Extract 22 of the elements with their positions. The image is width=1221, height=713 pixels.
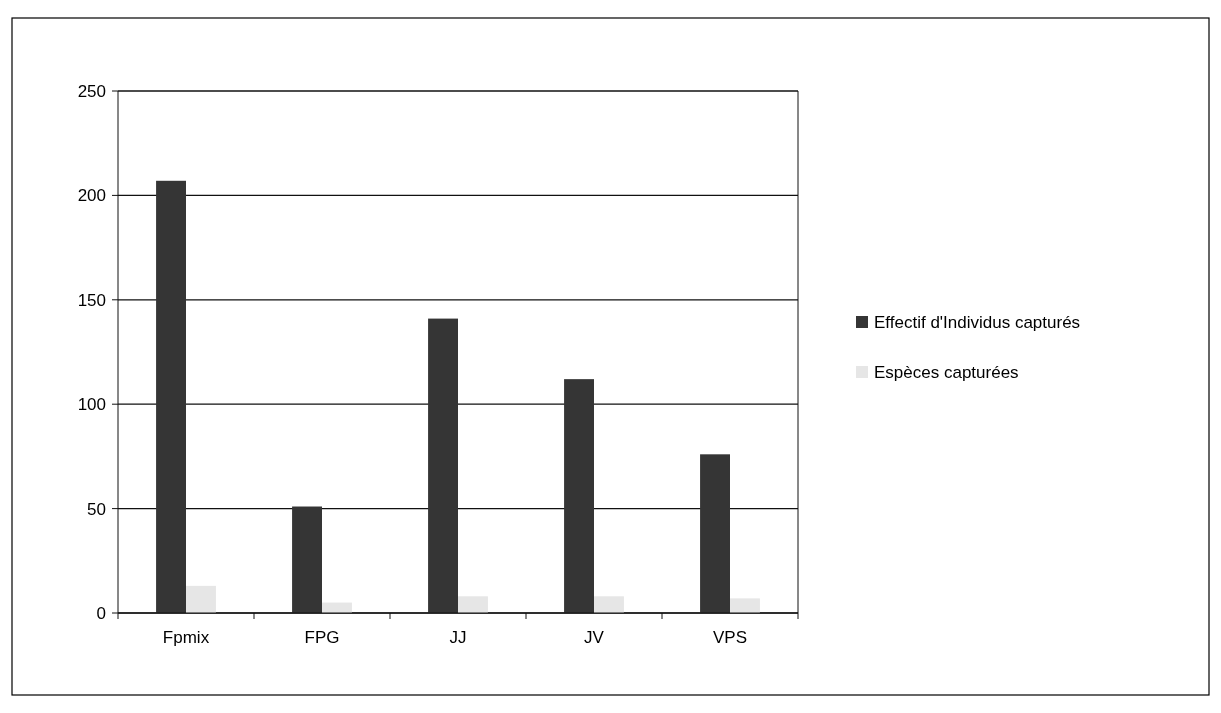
bar: [428, 318, 458, 613]
y-tick-label: 50: [87, 499, 106, 519]
y-tick-label: 150: [77, 290, 106, 310]
x-tick-label: Fpmix: [162, 628, 210, 647]
bar: [156, 180, 186, 613]
legend-label: Espèces capturées: [874, 362, 1019, 382]
bar: [700, 454, 730, 613]
bar: [186, 585, 216, 613]
bar: [730, 598, 760, 613]
y-tick-label: 200: [77, 186, 106, 206]
x-tick-label: FPG: [304, 628, 340, 647]
bar: [594, 596, 624, 613]
x-tick-label: VPS: [712, 628, 748, 647]
y-tick-label: 100: [77, 395, 106, 415]
legend-label: Effectif d'Individus capturés: [874, 312, 1081, 332]
bar: [292, 506, 322, 613]
x-tick-label: JV: [584, 628, 605, 647]
y-tick-label: 250: [77, 81, 106, 101]
bar: [458, 596, 488, 613]
x-tick-label: JJ: [449, 628, 467, 647]
bar: [564, 379, 594, 613]
y-tick-label: 0: [96, 603, 106, 623]
